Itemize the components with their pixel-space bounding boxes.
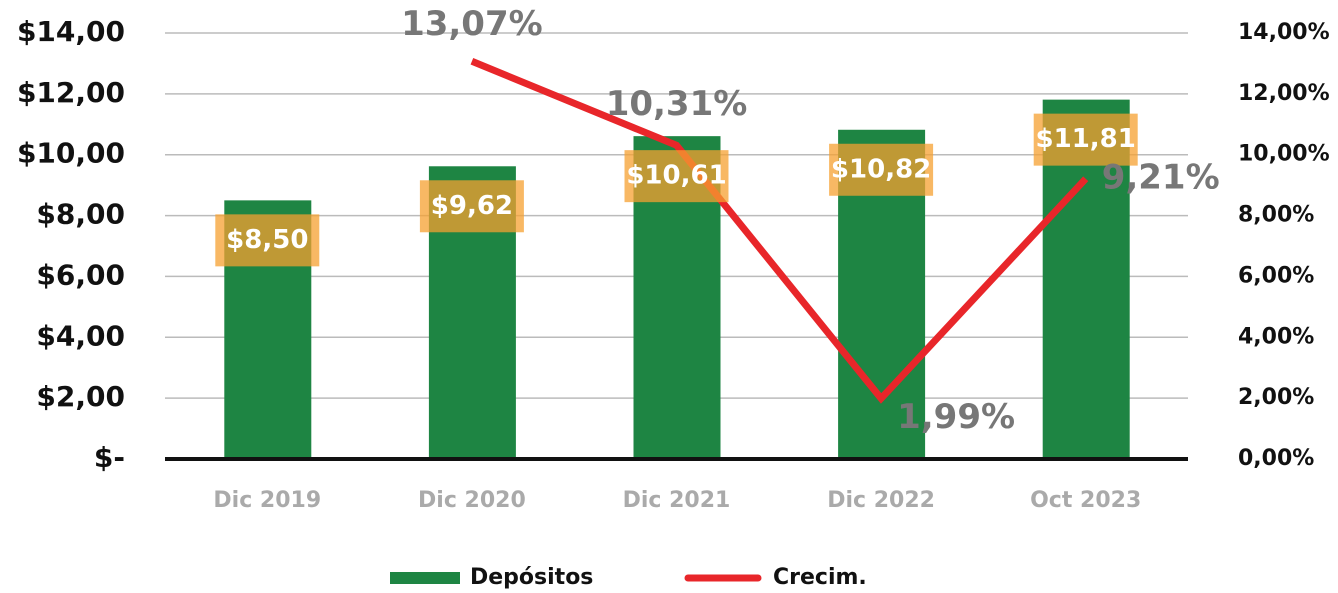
value-label: $11,81 [1036, 124, 1136, 154]
y2-tick-label: 0,00% [1238, 446, 1314, 471]
line-label: 1,99% [897, 397, 1015, 437]
y-tick-label: $2,00 [36, 380, 125, 413]
value-label-box [829, 143, 934, 196]
x-tick-label: Dic 2020 [418, 488, 526, 513]
y-tick-label: $4,00 [36, 319, 125, 352]
y2-tick-label: 14,00% [1238, 20, 1330, 45]
legend-swatch [390, 572, 460, 584]
y-tick-label: $6,00 [36, 258, 125, 291]
value-label-box [624, 150, 729, 203]
x-tick-label: Oct 2023 [1030, 488, 1141, 513]
line [470, 58, 1089, 404]
value-label-box [1033, 113, 1138, 166]
line-label: 13,07% [401, 4, 543, 44]
y-tick-label: $10,00 [17, 137, 125, 170]
value-label-box [215, 214, 320, 267]
y2-tick-label: 12,00% [1238, 81, 1330, 106]
legend-label: Depósitos [470, 565, 593, 589]
line-label: 9,21% [1102, 157, 1220, 197]
value-label: $9,62 [431, 191, 513, 221]
y-tick-label: $- [94, 441, 125, 474]
value-label-box [419, 180, 524, 233]
value-label: $10,61 [626, 161, 726, 191]
x-tick-label: Dic 2021 [623, 488, 731, 513]
x-tick-label: Dic 2022 [827, 488, 935, 513]
value-label: $10,82 [831, 154, 931, 184]
x-tick-label: Dic 2019 [213, 488, 321, 513]
line-label: 10,31% [606, 84, 748, 124]
value-label: $8,50 [226, 225, 308, 255]
y2-tick-label: 10,00% [1238, 142, 1330, 167]
y2-tick-label: 8,00% [1238, 203, 1314, 228]
y-tick-label: $14,00 [17, 15, 125, 48]
y2-tick-label: 4,00% [1238, 324, 1314, 349]
legend-label: Crecim. [773, 565, 867, 589]
y2-tick-label: 2,00% [1238, 385, 1314, 410]
y-tick-label: $12,00 [17, 76, 125, 109]
y-tick-label: $8,00 [36, 198, 125, 231]
y2-tick-label: 6,00% [1238, 263, 1314, 288]
